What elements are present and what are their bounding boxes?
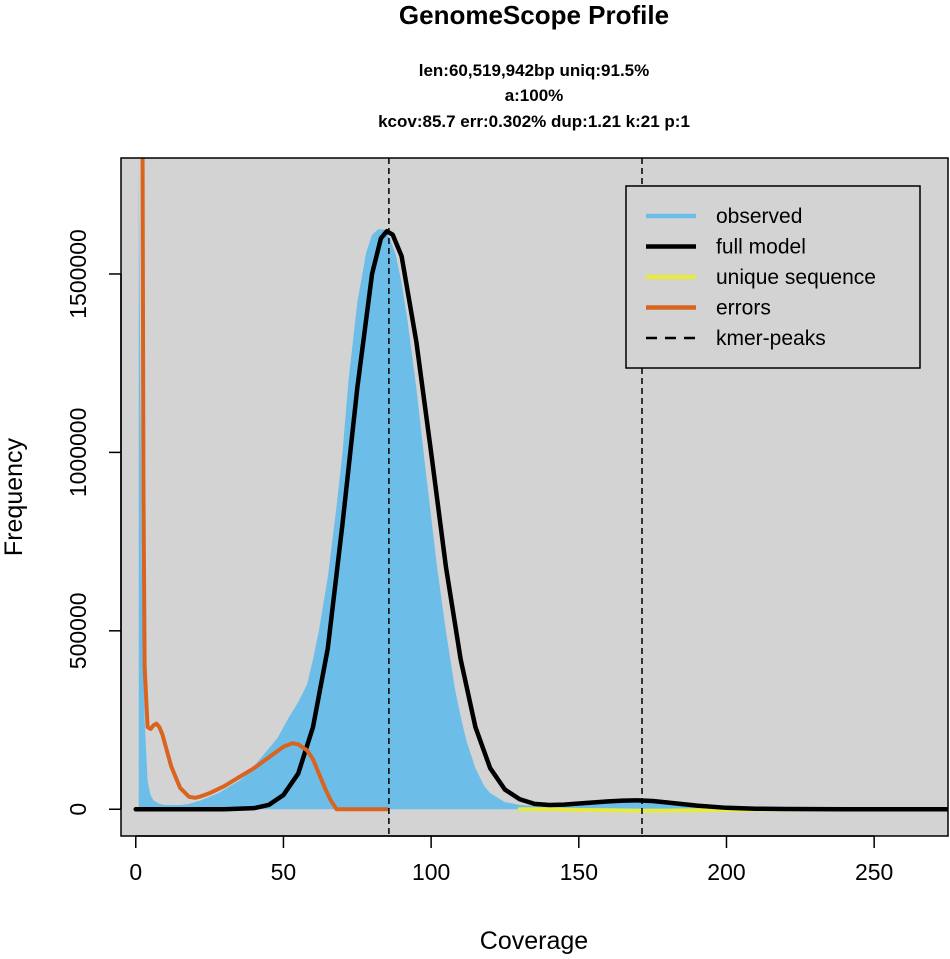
legend-label-0: observed [716, 205, 802, 228]
legend-label-1: full model [716, 236, 806, 259]
legend-label-2: unique sequence [716, 266, 876, 289]
x-tick-label: 200 [707, 859, 745, 885]
chart-subtitle-line-3: kcov:85.7 err:0.302% dup:1.21 k:21 p:1 [378, 112, 690, 131]
y-tick-label: 1000000 [65, 408, 91, 498]
chart-title: GenomeScope Profile [399, 0, 669, 30]
x-tick-label: 250 [855, 859, 893, 885]
x-tick-label: 100 [412, 859, 450, 885]
full-model-series [133, 228, 948, 812]
chart-subtitle-line-2: a:100% [505, 86, 564, 105]
x-axis: 0 50 100 150 200 250 [129, 835, 893, 885]
x-tick-label: 150 [560, 859, 598, 885]
x-axis-label: Coverage [480, 927, 588, 955]
y-tick-label: 500000 [65, 592, 91, 669]
series-layer [133, 158, 948, 813]
y-axis: 0 500000 1000000 1500000 [65, 229, 122, 816]
chart-subtitle-line-1: len:60,519,942bp uniq:91.5% [419, 61, 650, 80]
legend-label-3: errors [716, 297, 771, 320]
observed-series [138, 158, 948, 810]
y-tick-label: 1500000 [65, 229, 91, 319]
legend: observed full model unique sequence errors k… [625, 185, 921, 369]
legend-label-4: kmer-peaks [716, 327, 826, 350]
y-tick-label: 0 [65, 803, 91, 816]
x-tick-label: 0 [129, 859, 142, 885]
x-tick-label: 50 [271, 859, 297, 885]
errors-series [140, 158, 389, 812]
y-axis-label: Frequency [0, 437, 28, 556]
